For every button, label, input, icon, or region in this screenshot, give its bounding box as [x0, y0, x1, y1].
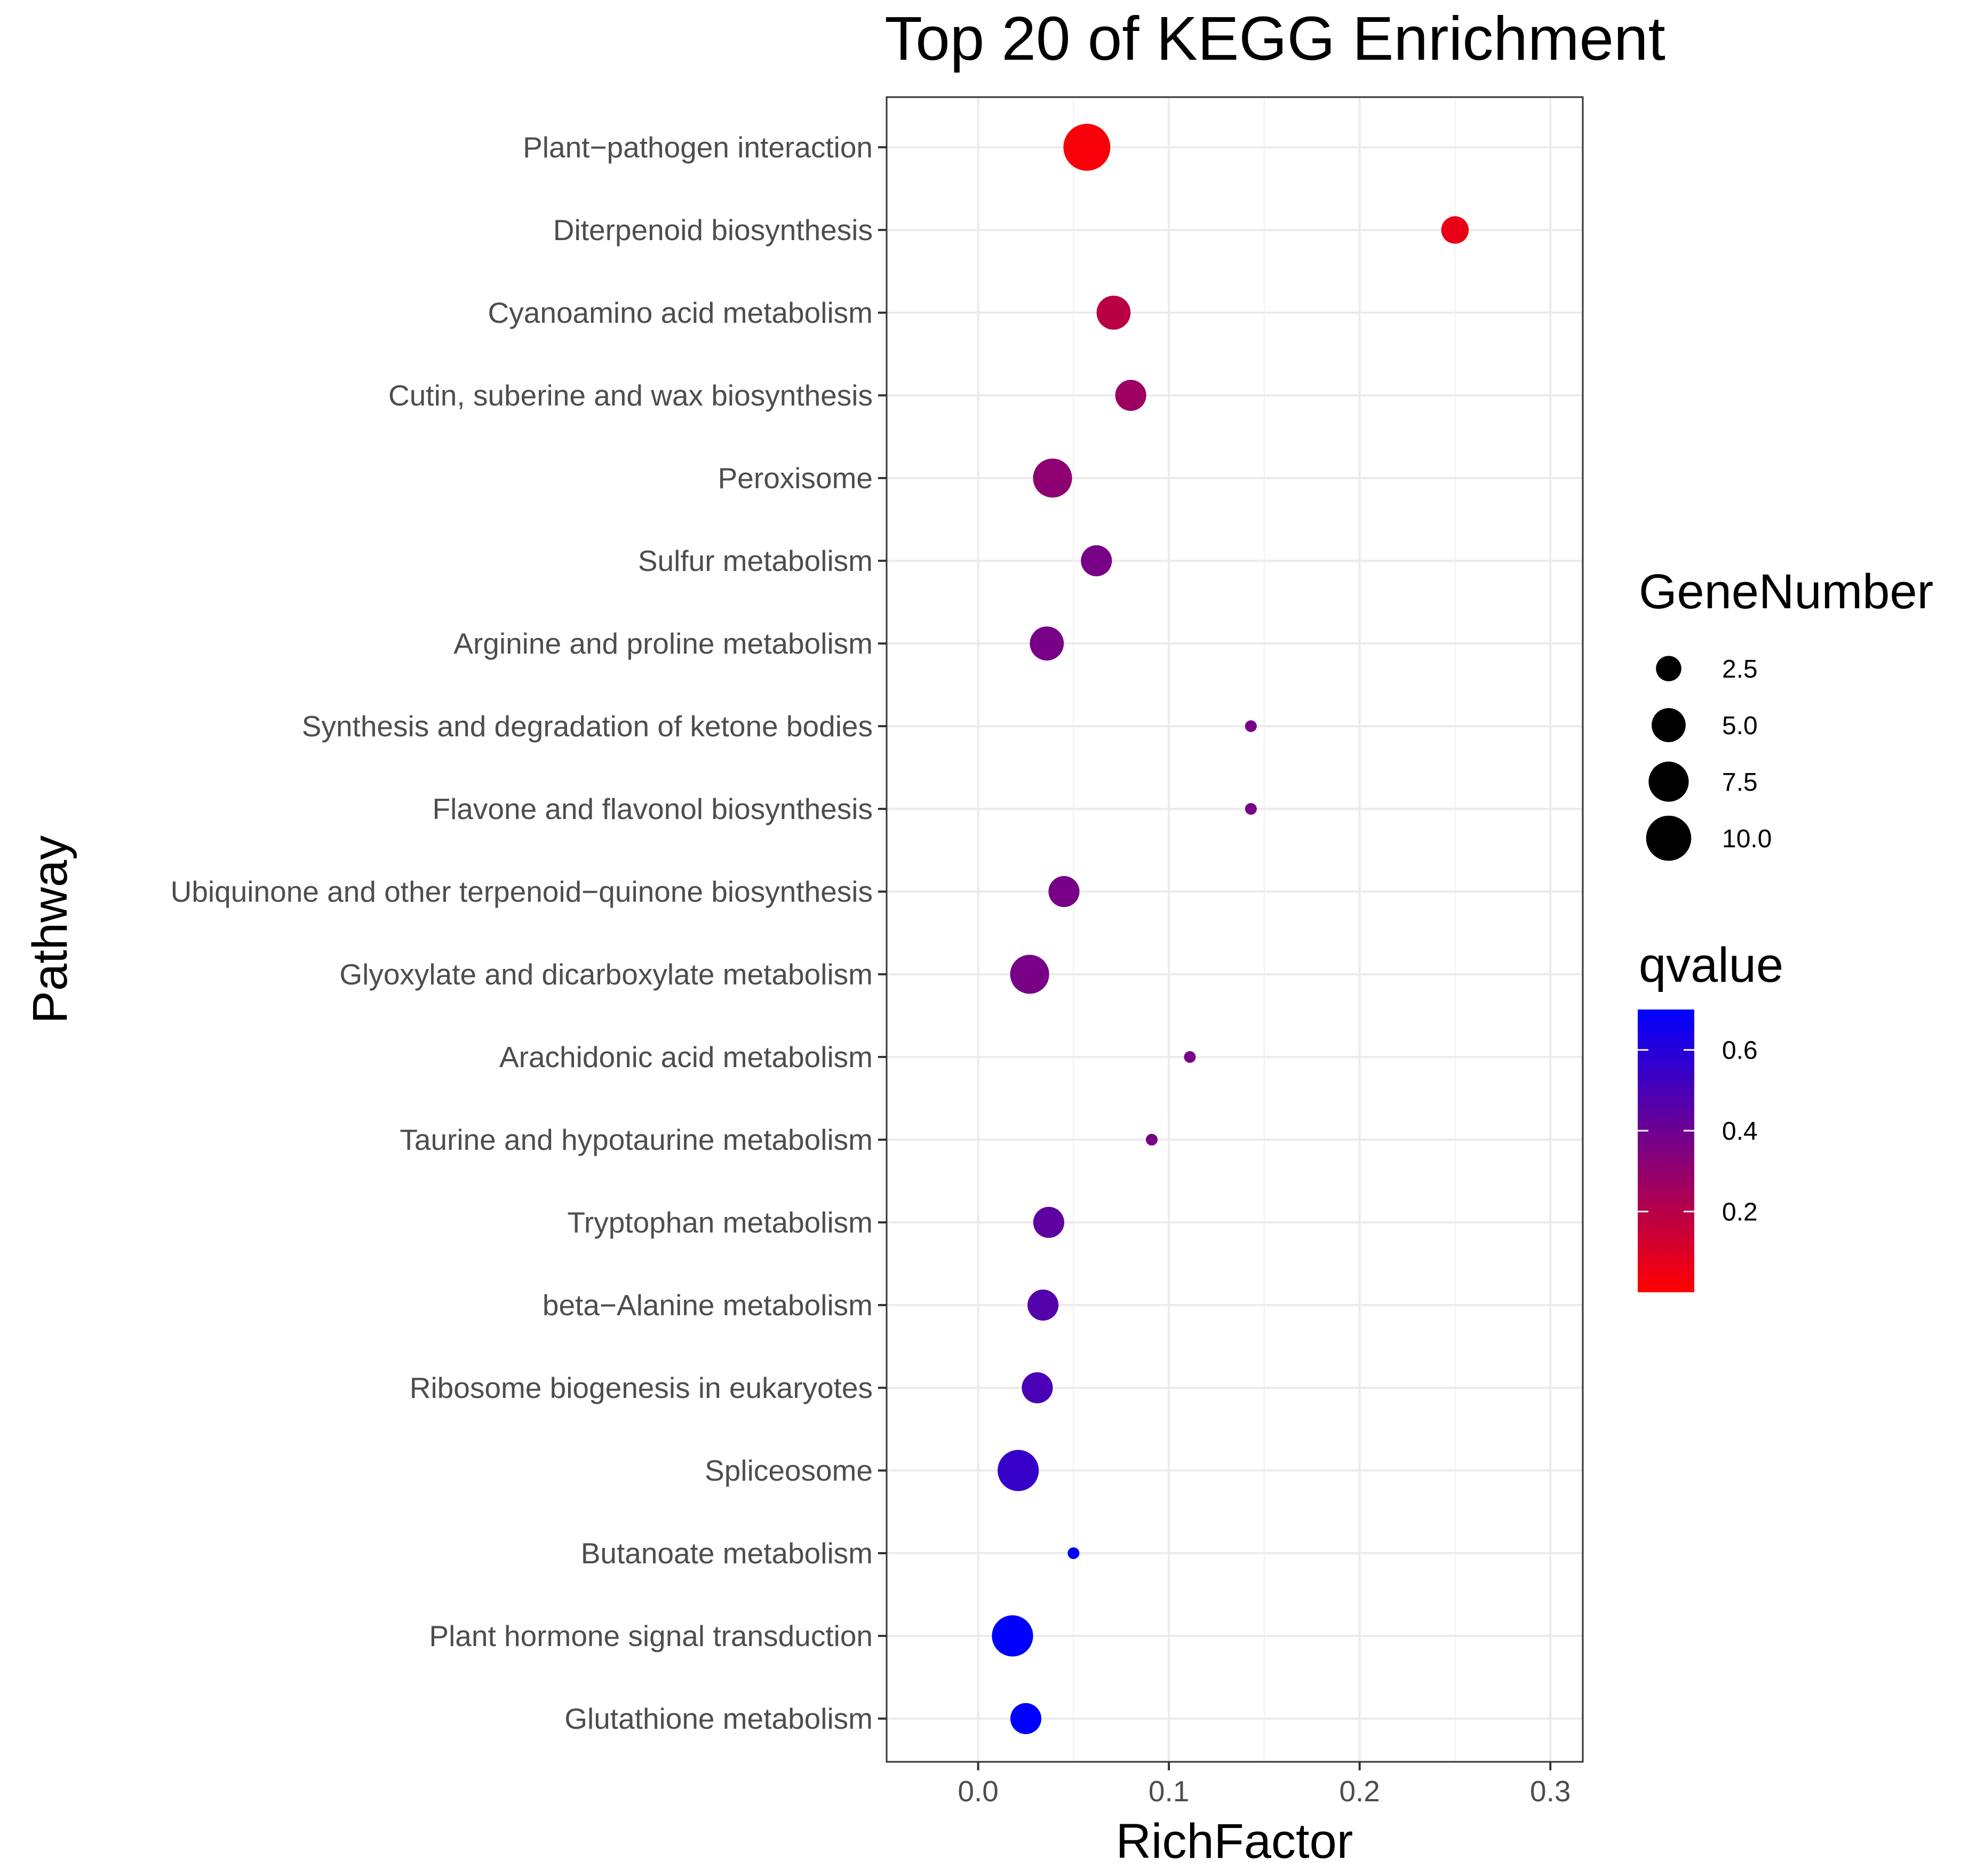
pathway-label: Tryptophan metabolism: [567, 1206, 873, 1239]
data-point: [1063, 124, 1111, 171]
pathway-label: Flavone and flavonol biosynthesis: [432, 792, 873, 825]
data-point: [1115, 379, 1146, 411]
gene-number-legend-label: 10.0: [1722, 825, 1772, 853]
pathway-label: Glutathione metabolism: [564, 1702, 873, 1735]
gene-number-legend: GeneNumber 2.5 5.0 7.5 10.0: [1639, 565, 1933, 861]
data-point: [1033, 458, 1072, 498]
plot-panel-border: [886, 96, 1584, 1763]
data-point: [1096, 296, 1131, 330]
pathway-label: Cutin, suberine and wax biosynthesis: [388, 379, 873, 412]
data-point: [1145, 1134, 1158, 1146]
pathway-label: Glyoxylate and dicarboxylate metabolism: [339, 958, 873, 991]
pathway-label: Plant−pathogen interaction: [523, 131, 873, 164]
gene-number-legend-keys: 2.5 5.0 7.5 10.0: [1646, 655, 1772, 861]
pathway-label: Cyanoamino acid metabolism: [488, 296, 873, 329]
qvalue-legend-title: qvalue: [1639, 938, 1783, 992]
data-point: [1441, 216, 1469, 244]
pathway-label: Peroxisome: [718, 462, 873, 495]
gene-number-legend-label: 7.5: [1722, 768, 1758, 797]
pathway-label: Butanoate metabolism: [581, 1537, 873, 1570]
gene-number-legend-key: [1652, 708, 1686, 742]
pathway-label: Spliceosome: [705, 1454, 873, 1487]
data-point: [1245, 803, 1257, 815]
x-axis-title: RichFactor: [1116, 1814, 1353, 1869]
x-axis: 0.0 0.1 0.2 0.3: [958, 1762, 1571, 1808]
pathway-label: Sulfur metabolism: [638, 544, 873, 577]
chart-title: Top 20 of KEGG Enrichment: [884, 4, 1665, 73]
data-point: [1030, 626, 1064, 661]
gene-number-legend-key: [1646, 815, 1692, 861]
data-point: [1010, 1703, 1042, 1735]
data-point: [1067, 1547, 1080, 1559]
data-point: [998, 1450, 1039, 1491]
gene-number-legend-label: 5.0: [1722, 712, 1758, 740]
data-point: [1033, 1206, 1064, 1238]
data-point: [1081, 545, 1112, 577]
qvalue-legend: qvalue 0.6 0.4 0.2: [1638, 938, 1783, 1292]
data-point: [1245, 720, 1257, 732]
pathway-label: Synthesis and degradation of ketone bodi…: [302, 710, 873, 743]
grid-layer: [882, 97, 1583, 1762]
pathway-label: Arginine and proline metabolism: [453, 627, 873, 660]
pathway-label: Taurine and hypotaurine metabolism: [400, 1123, 873, 1156]
gene-number-legend-key: [1648, 761, 1689, 802]
x-tick-label: 0.0: [958, 1775, 998, 1808]
x-tick-label: 0.1: [1149, 1775, 1189, 1808]
x-tick-label: 0.2: [1339, 1775, 1380, 1808]
qvalue-legend-label: 0.6: [1722, 1037, 1758, 1065]
data-point: [992, 1615, 1033, 1657]
pathway-label: Plant hormone signal transduction: [429, 1619, 873, 1652]
pathway-label: Ubiquinone and other terpenoid−quinone b…: [171, 875, 873, 908]
pathway-label: Ribosome biogenesis in eukaryotes: [410, 1371, 873, 1404]
gene-number-legend-label: 2.5: [1722, 655, 1758, 683]
data-point: [1022, 1372, 1053, 1404]
gene-number-legend-title: GeneNumber: [1639, 565, 1933, 619]
y-axis-title: Pathway: [23, 836, 77, 1024]
data-points: [992, 124, 1469, 1735]
qvalue-colorbar: [1638, 1009, 1694, 1292]
pathway-label: Arachidonic acid metabolism: [499, 1040, 873, 1074]
gene-number-legend-key: [1656, 656, 1681, 681]
data-point: [1010, 955, 1049, 994]
data-point: [1027, 1289, 1059, 1321]
x-tick-label: 0.3: [1530, 1775, 1571, 1808]
qvalue-legend-label: 0.4: [1722, 1117, 1758, 1146]
qvalue-legend-label: 0.2: [1722, 1198, 1758, 1227]
pathway-label: beta−Alanine metabolism: [543, 1289, 873, 1322]
data-point: [1048, 876, 1080, 908]
pathway-label: Diterpenoid biosynthesis: [553, 213, 873, 247]
data-point: [1184, 1051, 1196, 1063]
qvalue-legend-ticks: 0.6 0.4 0.2: [1638, 1037, 1758, 1227]
y-axis: Plant−pathogen interaction Diterpenoid bi…: [171, 131, 887, 1735]
plot-panel-background: [887, 97, 1583, 1762]
